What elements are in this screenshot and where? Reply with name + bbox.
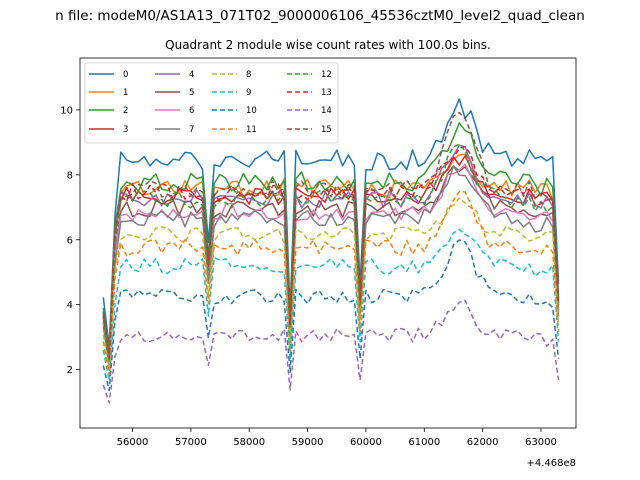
series-layer xyxy=(102,98,560,404)
series-line-15 xyxy=(102,111,560,357)
x-tick-label: 59000 xyxy=(292,437,324,448)
x-tick-label: 62000 xyxy=(467,437,499,448)
legend-label-4: 4 xyxy=(189,70,194,80)
legend-label-6: 6 xyxy=(189,106,194,116)
x-offset-label: +4.468e8 xyxy=(526,458,576,469)
series-line-2 xyxy=(102,122,560,355)
legend-label-3: 3 xyxy=(123,125,128,135)
x-tick-label: 63000 xyxy=(525,437,557,448)
y-tick-label: 4 xyxy=(67,300,73,311)
series-line-7 xyxy=(102,165,560,367)
legend-label-13: 13 xyxy=(321,88,332,98)
series-line-8 xyxy=(102,197,560,372)
axis-layer: 56000 57000 58000 59000 60000 61000 62000 63000… xyxy=(60,105,557,448)
series-line-13 xyxy=(102,145,560,358)
y-tick-label: 2 xyxy=(67,365,73,376)
plot-frame xyxy=(79,57,577,429)
legend-label-1: 1 xyxy=(123,88,128,98)
legend-label-12: 12 xyxy=(321,70,332,80)
legend-label-8: 8 xyxy=(246,70,251,80)
x-tick-label: 57000 xyxy=(175,437,207,448)
series-line-4 xyxy=(102,144,560,360)
legend-label-2: 2 xyxy=(123,106,128,116)
legend-label-11: 11 xyxy=(246,125,257,135)
legend-box xyxy=(84,62,339,144)
x-tick-label: 61000 xyxy=(408,437,440,448)
series-line-10 xyxy=(102,239,560,392)
x-tick-label: 58000 xyxy=(233,437,265,448)
y-tick-label: 6 xyxy=(67,235,73,246)
legend-label-10: 10 xyxy=(246,106,257,116)
legend-label-14: 14 xyxy=(321,106,332,116)
series-line-9 xyxy=(102,228,560,382)
series-line-12 xyxy=(102,143,560,360)
x-tick-label: 56000 xyxy=(117,437,149,448)
series-line-5 xyxy=(102,165,560,364)
legend-label-5: 5 xyxy=(189,88,194,98)
x-tick-label: 60000 xyxy=(350,437,382,448)
chart-title: Quadrant 2 module wise count rates with … xyxy=(165,38,491,52)
legend-label-15: 15 xyxy=(321,125,332,135)
y-tick-label: 8 xyxy=(67,170,73,181)
chart-suptitle: n file: modeM0/AS1A13_071T02_9000006106_… xyxy=(55,8,585,24)
series-line-14 xyxy=(102,299,560,404)
legend-label-7: 7 xyxy=(189,125,194,135)
y-tick-label: 10 xyxy=(60,105,73,116)
legend-label-9: 9 xyxy=(246,88,251,98)
legend-label-0: 0 xyxy=(123,70,128,80)
series-line-0 xyxy=(102,98,560,348)
series-line-11 xyxy=(102,190,560,376)
